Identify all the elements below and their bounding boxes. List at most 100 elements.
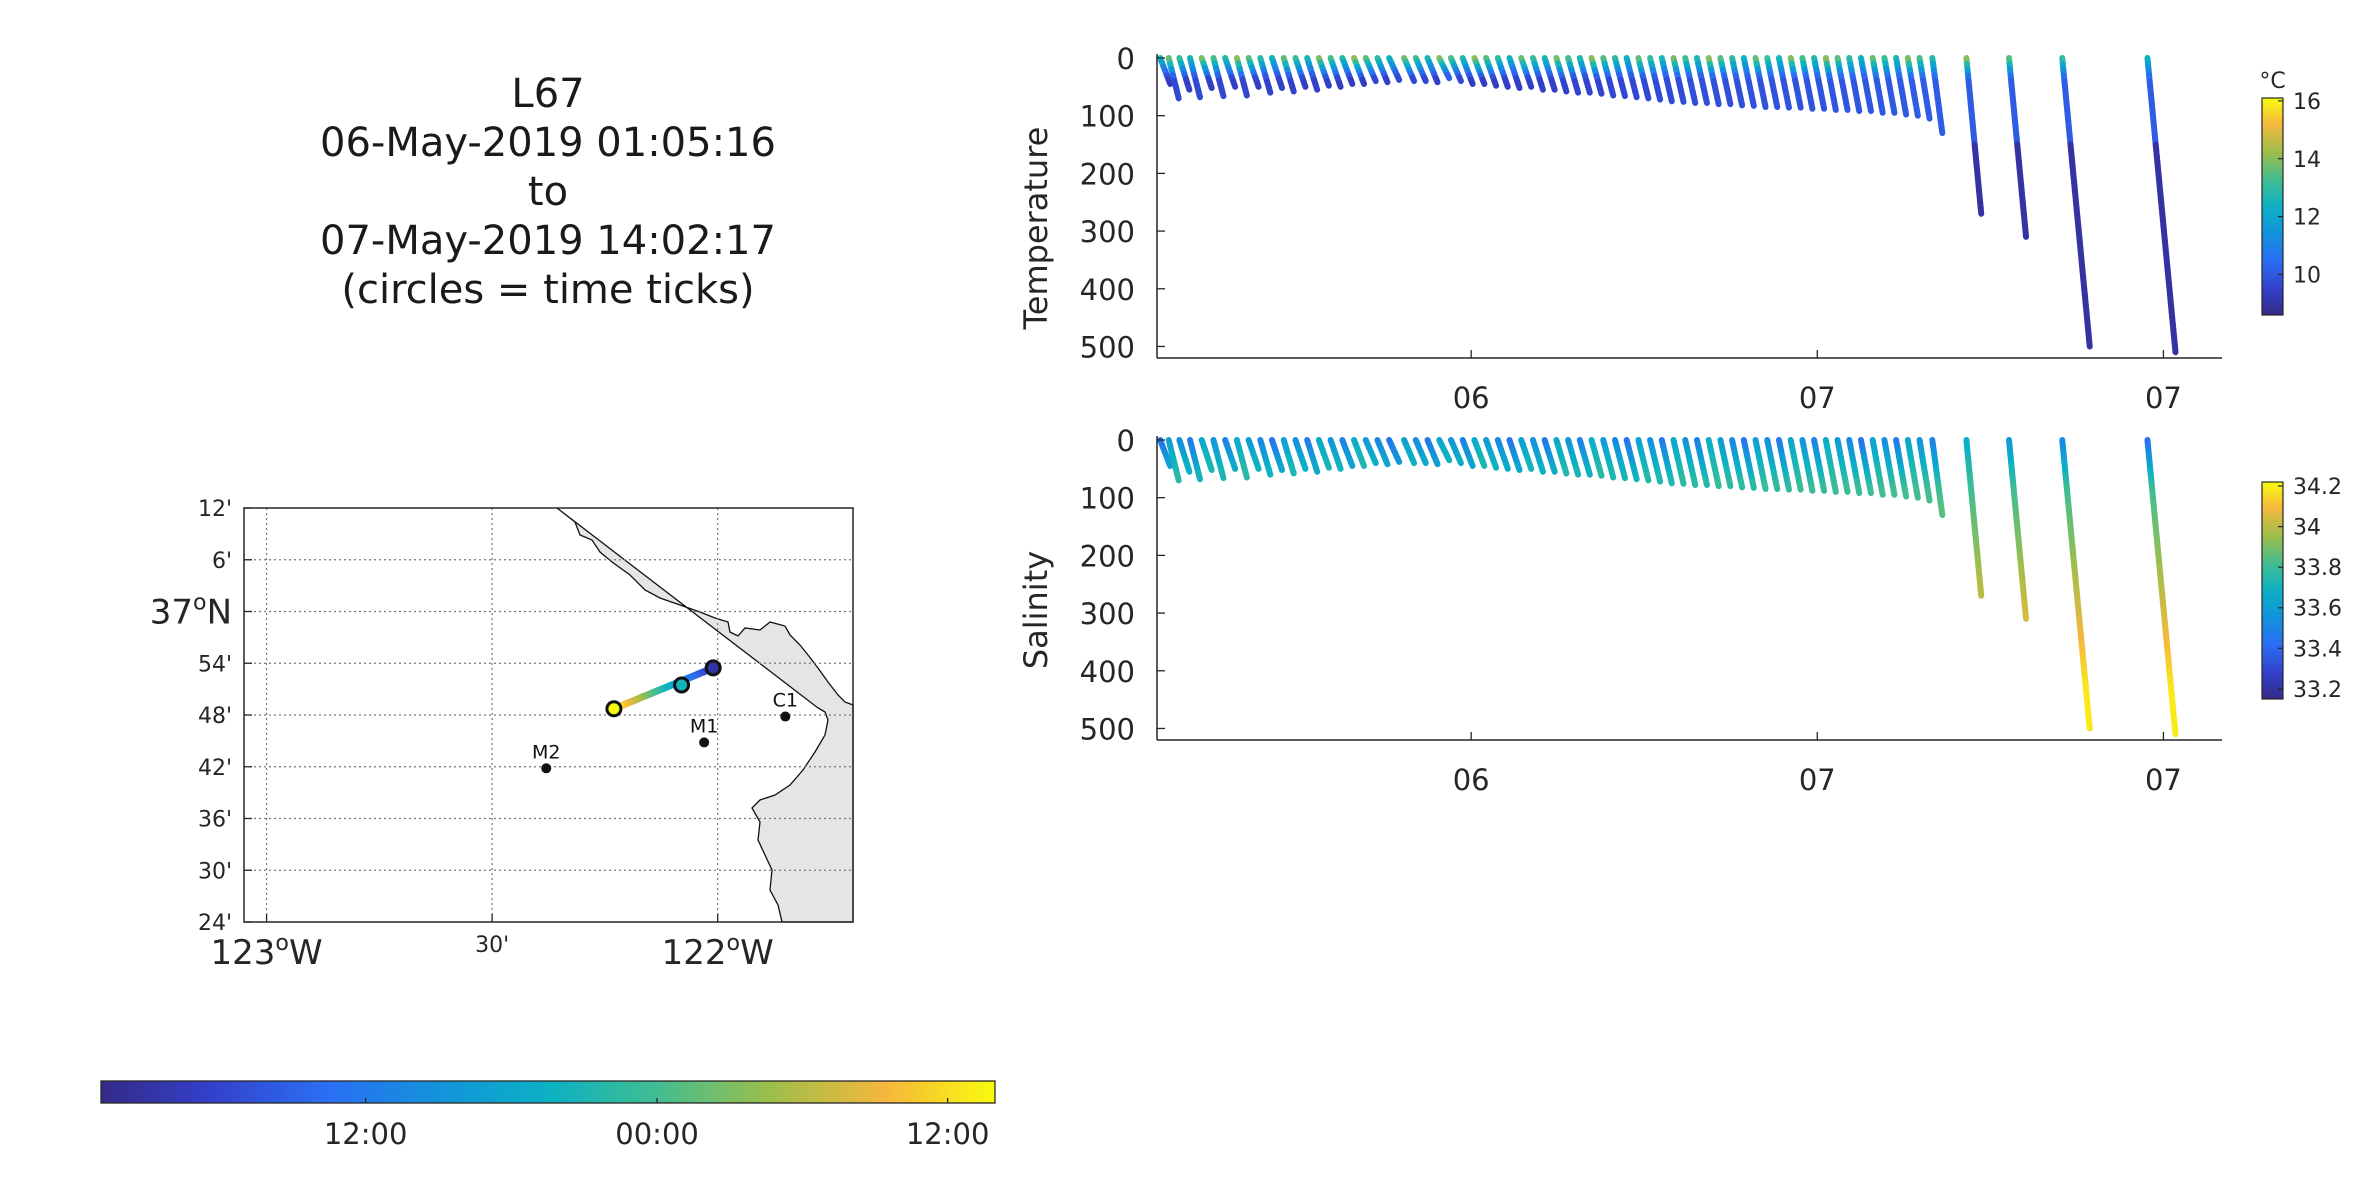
profile-segment: [1890, 104, 1898, 116]
profile-segment: [2171, 343, 2179, 356]
profile-segment: [1174, 89, 1182, 102]
map-lat-tick-label: 24': [198, 911, 232, 936]
profile-segment: [1902, 487, 1910, 500]
x-tick-label: 07: [1799, 763, 1836, 797]
time-colorbar-bar: [100, 1080, 996, 1104]
profile-segment: [1335, 461, 1344, 472]
profile-segment: [2171, 725, 2179, 738]
map-lat-tick-label: 12': [198, 497, 232, 522]
profile-segment: [1432, 457, 1441, 468]
profile-segment: [1207, 462, 1215, 473]
profile-segment: [1702, 94, 1710, 106]
x-tick-label: 07: [1799, 381, 1836, 415]
profile-segment: [1690, 94, 1699, 106]
profile-segment: [1409, 74, 1418, 85]
profile-segment: [1265, 465, 1274, 478]
y-axis-label: Temperature: [1017, 127, 1055, 331]
track-time-circle: [673, 676, 691, 694]
profile-segment: [1878, 486, 1886, 498]
colorbar-tick-label: 34: [2293, 516, 2321, 541]
y-tick-label: 400: [1080, 273, 1135, 307]
profile-segment: [1526, 79, 1535, 90]
y-tick-label: 500: [1080, 712, 1135, 746]
profile-segment: [1977, 587, 1985, 599]
profile-segment: [1925, 492, 1933, 504]
profile-segment: [1289, 464, 1297, 477]
profile-segment: [1784, 99, 1792, 111]
profile-segment: [1421, 456, 1429, 467]
value-colorbar: [2261, 481, 2284, 700]
station-label: M1: [690, 715, 718, 737]
profile-segment: [1242, 469, 1250, 481]
profile-segment: [1667, 474, 1675, 487]
map-lon-tick-label: 123oW: [211, 930, 323, 973]
y-tick-label: 400: [1080, 655, 1135, 689]
profile-segment: [1479, 76, 1488, 87]
profile-segment: [1819, 482, 1828, 494]
profile-segment: [1165, 76, 1174, 87]
profile-segment: [1561, 82, 1570, 95]
profile-segment: [1608, 469, 1617, 481]
colorbar-unit-label: °C: [2259, 69, 2285, 94]
profile-segment: [1467, 76, 1476, 87]
profile-segment: [1359, 76, 1368, 87]
profile-segment: [1902, 105, 1910, 118]
profile-segment: [1667, 92, 1675, 105]
profile-segment: [2086, 719, 2093, 732]
time-colorbar: 12:00 00:00 12:00: [100, 1080, 996, 1151]
profile-segment: [1503, 79, 1511, 90]
profile-segment: [1456, 74, 1464, 85]
station-label: M2: [532, 741, 560, 763]
profile-segment: [1219, 469, 1227, 482]
profile-segment: [1843, 483, 1851, 495]
profile-segment: [1207, 80, 1215, 91]
colorbar-tick-label: 33.2: [2293, 678, 2342, 703]
profile-segment: [1737, 96, 1746, 109]
y-tick-label: 0: [1117, 42, 1135, 76]
profile-segment: [1347, 76, 1356, 87]
profile-segment: [1655, 90, 1664, 103]
y-tick-label: 300: [1080, 597, 1135, 631]
profile-segment: [1265, 83, 1274, 96]
map-lat-tick-label: 42': [198, 756, 232, 781]
profile-segment: [1421, 74, 1429, 85]
profile-segment: [1890, 486, 1898, 498]
map-lat-tick-label: 37oN: [150, 590, 232, 633]
profile-segment: [1300, 79, 1309, 90]
profile-segment: [1761, 480, 1769, 493]
profile-segment: [1679, 93, 1687, 105]
profile-segment: [1855, 102, 1863, 115]
profile-segment: [1737, 478, 1746, 491]
track-time-circle: [605, 700, 623, 718]
y-tick-label: 200: [1080, 539, 1135, 573]
profile-segment: [1467, 458, 1476, 469]
y-tick-label: 0: [1117, 424, 1135, 458]
profile-segment: [1230, 79, 1239, 90]
profile-segment: [1335, 79, 1344, 90]
profile-segment: [1913, 488, 1921, 501]
profile-segment: [1312, 463, 1321, 475]
profile-segment: [1165, 458, 1174, 469]
profile-segment: [1925, 110, 1933, 122]
colorbar-tick-label: 33.6: [2293, 597, 2342, 622]
profile-segment: [1491, 460, 1500, 471]
title-line: (circles = time ticks): [341, 267, 754, 313]
profile-segment: [1585, 83, 1593, 96]
profile-segment: [1359, 458, 1368, 469]
profile-segment: [1514, 80, 1523, 91]
station-marker: [699, 737, 710, 748]
profile-segment: [1632, 88, 1640, 101]
profile-segment: [1347, 458, 1356, 469]
y-tick-label: 500: [1080, 330, 1135, 364]
map-lat-tick-label: 36': [198, 808, 232, 833]
profile-segment: [1726, 477, 1734, 490]
colorbar-tick-label: 16: [2293, 90, 2321, 115]
profile-segment: [1643, 89, 1652, 102]
colorbar-tick-label: 34.2: [2293, 475, 2342, 500]
map-lat-tick-label: 48': [198, 704, 232, 729]
profile-segment: [1690, 476, 1699, 488]
profile-segment: [1312, 81, 1321, 93]
profile-segment: [1561, 464, 1570, 477]
map-panel: 12' 6' 37oN 54' 48' 42' 36' 30' 24'123oW 30' 122oW…: [150, 497, 854, 973]
profile-segment: [1714, 477, 1722, 490]
